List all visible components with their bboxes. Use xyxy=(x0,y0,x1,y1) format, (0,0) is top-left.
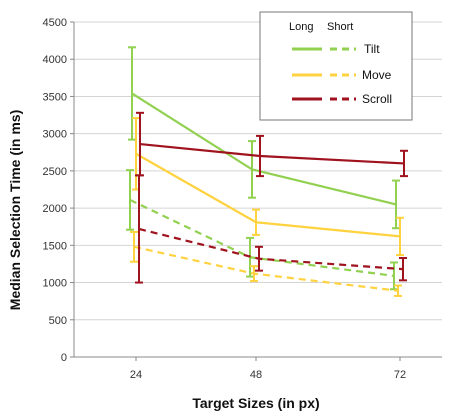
legend-label-move: Move xyxy=(362,68,392,82)
series-scroll-short xyxy=(135,174,407,284)
y-tick-labels: 0 500 1000 1500 2000 2500 3000 3500 4000 4500 xyxy=(43,17,67,364)
legend-label-tilt: Tilt xyxy=(364,42,380,56)
x-axis-title: Target Sizes (in px) xyxy=(192,395,319,411)
series-move-short xyxy=(130,230,402,297)
x-tick-label: 24 xyxy=(130,369,142,381)
y-tick-label: 1500 xyxy=(43,240,67,252)
series-line xyxy=(138,227,404,271)
legend-header-long: Long xyxy=(289,21,313,33)
y-tick-label: 3000 xyxy=(43,129,67,141)
legend-box xyxy=(259,11,413,121)
series-move-long xyxy=(132,117,404,257)
y-tick-label: 4500 xyxy=(43,17,67,29)
x-tick-label: 72 xyxy=(394,369,406,381)
series xyxy=(126,46,408,297)
y-tick-label: 2500 xyxy=(43,166,67,178)
y-tick-label: 4000 xyxy=(43,54,67,66)
series-line xyxy=(129,198,395,277)
y-tick-label: 3500 xyxy=(43,91,67,103)
y-tick-label: 500 xyxy=(49,315,67,327)
legend-rows xyxy=(292,47,356,101)
series-scroll-long xyxy=(136,111,408,178)
x-tick-labels: 24 48 72 xyxy=(130,357,406,381)
legend: Long Short Tilt Move Scroll xyxy=(259,11,413,121)
legend-header-short: Short xyxy=(327,21,353,33)
y-axis-title: Median Selection Time (in ms) xyxy=(7,110,23,310)
series-line xyxy=(139,142,405,165)
legend-label-scroll: Scroll xyxy=(362,92,392,106)
x-tick-label: 48 xyxy=(250,369,262,381)
y-tick-label: 1000 xyxy=(43,278,67,290)
y-tick-label: 0 xyxy=(61,352,67,364)
y-tick-label: 2000 xyxy=(43,203,67,215)
axes xyxy=(73,22,442,358)
series-tilt-long xyxy=(128,46,400,230)
series-line xyxy=(133,245,399,292)
